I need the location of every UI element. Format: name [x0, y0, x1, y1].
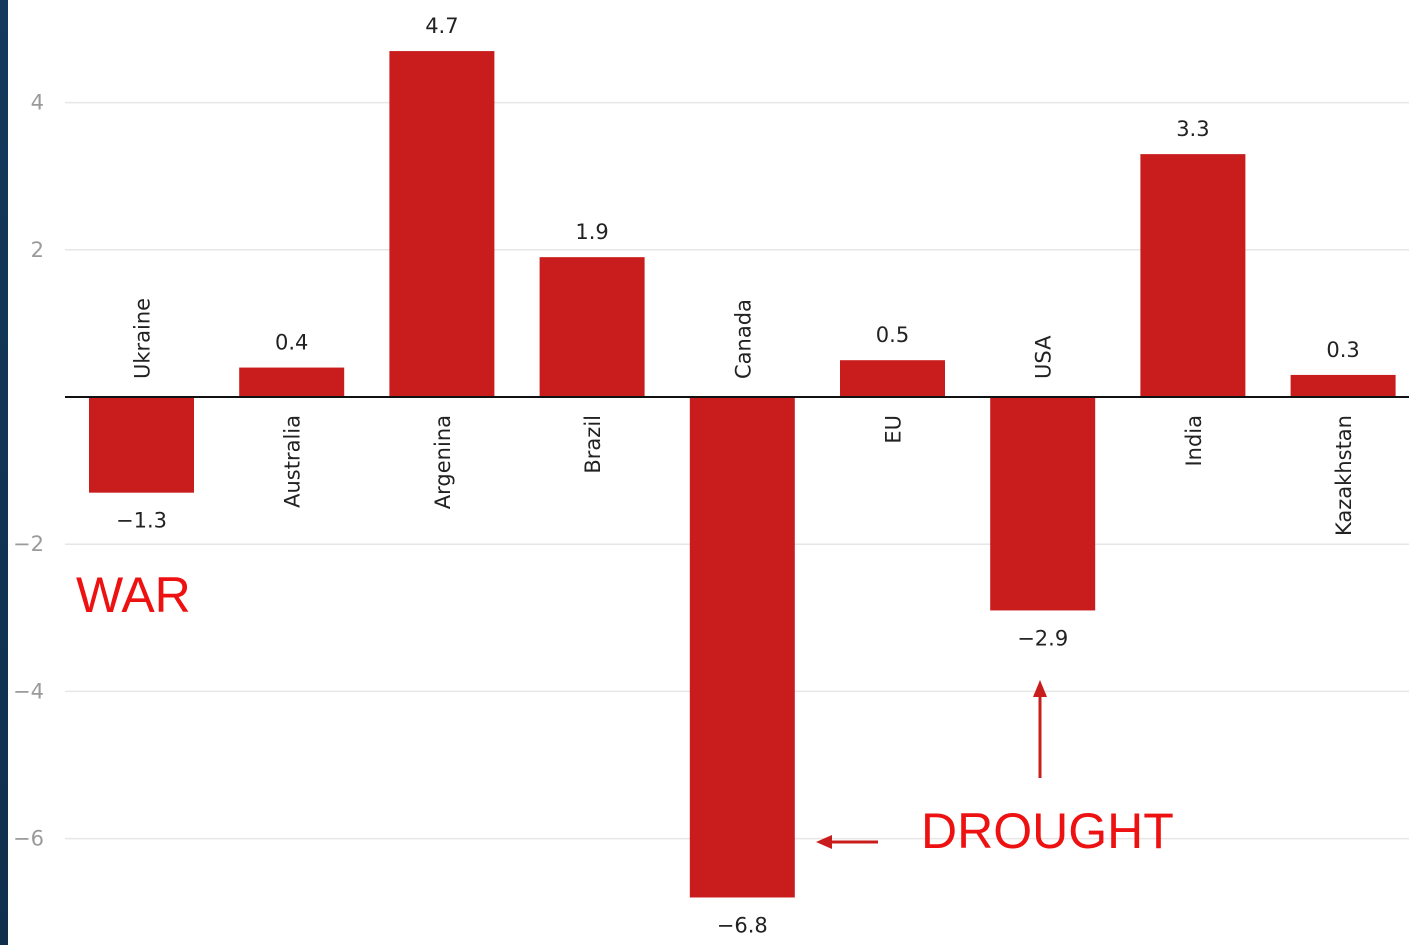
category-label: USA	[1032, 335, 1056, 379]
side-strip	[0, 0, 8, 945]
category-label: Kazakhstan	[1332, 415, 1356, 536]
bar	[239, 367, 345, 397]
value-label: −2.9	[1017, 626, 1068, 650]
bar	[89, 397, 194, 493]
arrow-canada-head	[816, 835, 832, 849]
bar	[539, 257, 645, 397]
arrow-usa-head	[1033, 680, 1047, 697]
category-label: Canada	[731, 299, 755, 379]
y-tick-label: −6	[13, 827, 44, 851]
annotation-layer: WAR DROUGHT	[76, 567, 1174, 859]
bar	[389, 51, 495, 397]
category-label: Brazil	[581, 415, 605, 474]
bar	[990, 397, 1096, 611]
category-label: Australia	[281, 415, 305, 508]
annotation-drought: DROUGHT	[921, 803, 1174, 859]
y-tick-label: −2	[13, 532, 44, 556]
bar	[689, 397, 795, 898]
category-label: India	[1182, 415, 1206, 467]
category-label: Argenina	[431, 415, 455, 509]
value-label: 0.3	[1326, 338, 1359, 362]
bar	[1290, 374, 1396, 397]
y-tick-label: 2	[31, 238, 44, 262]
category-label: EU	[882, 415, 906, 444]
label-layer: −1.3 Ukraine 0.4 Australia 4.7 Argenina 1.9 Bra…	[116, 14, 1360, 937]
value-label: 0.5	[876, 323, 909, 347]
value-label: 1.9	[575, 220, 608, 244]
value-label: 3.3	[1176, 117, 1209, 141]
category-label: Ukraine	[131, 298, 155, 379]
bar-layer	[89, 51, 1396, 898]
annotation-war: WAR	[76, 567, 191, 623]
value-label: −6.8	[717, 913, 768, 937]
y-tick-label: 4	[31, 91, 44, 115]
bar	[840, 360, 945, 397]
value-label: 4.7	[425, 14, 458, 38]
bar	[1140, 154, 1246, 397]
y-tick-label: −4	[13, 679, 44, 703]
value-label: 0.4	[275, 331, 308, 355]
value-label: −1.3	[116, 509, 167, 533]
